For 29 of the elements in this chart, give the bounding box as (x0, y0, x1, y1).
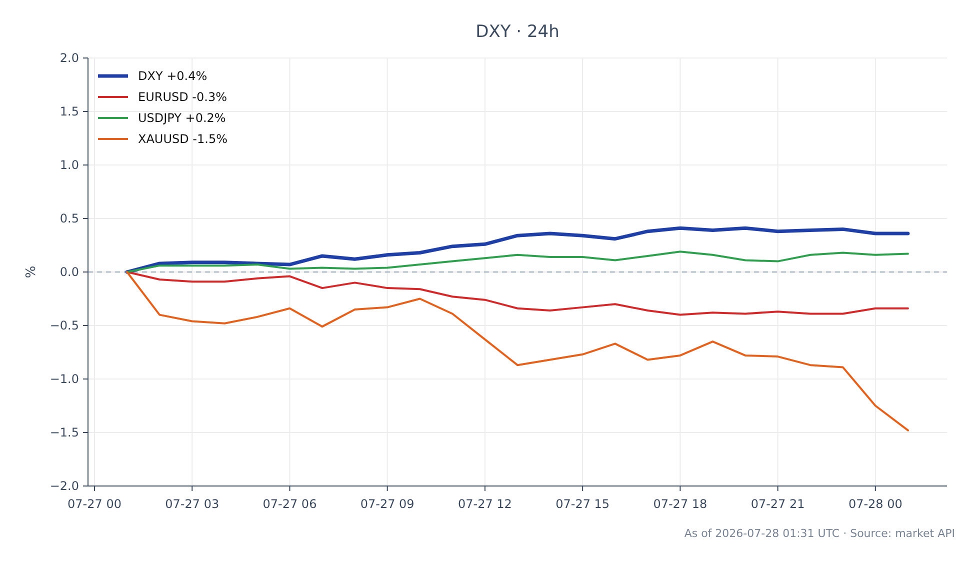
line-series (126, 271, 909, 316)
y-tick-label: −2.0 (50, 479, 79, 493)
line-series (126, 250, 909, 273)
legend-label: DXY +0.4% (138, 69, 208, 83)
legend-label: USDJPY +0.2% (138, 111, 226, 125)
line-series (125, 226, 910, 274)
y-tick-label: 2.0 (60, 51, 79, 65)
text: As of 2026-07-28 01:31 UTC · Source: market API (684, 527, 955, 540)
x-tick-label: 07-27 03 (165, 497, 220, 511)
y-tick-label: −1.5 (50, 426, 79, 440)
legend-label: XAUUSD -1.5% (138, 132, 228, 146)
chart-title: DXY · 24h (476, 22, 560, 42)
x-tick-label: 07-27 09 (360, 497, 414, 511)
x-tick-label: 07-27 18 (653, 497, 708, 511)
y-tick-label: 0.0 (60, 265, 79, 279)
y-tick-label: −1.0 (50, 372, 79, 386)
x-tick-label: 07-27 15 (556, 497, 610, 511)
x-tick-label: 07-27 06 (262, 497, 317, 511)
x-tick-label: 07-27 21 (750, 497, 805, 511)
x-tick-label: 07-27 12 (458, 497, 512, 511)
y-tick-label: 0.5 (60, 212, 79, 226)
x-tick-label: 07-28 00 (848, 497, 902, 511)
legend-label: EURUSD -0.3% (138, 90, 227, 104)
y-axis-title: % (24, 266, 39, 278)
line-series (126, 271, 909, 432)
y-tick-label: −0.5 (50, 318, 79, 332)
y-tick-label: 1.5 (60, 104, 79, 118)
y-tick-label: 1.0 (60, 158, 79, 172)
x-tick-label: 07-27 00 (68, 497, 122, 511)
